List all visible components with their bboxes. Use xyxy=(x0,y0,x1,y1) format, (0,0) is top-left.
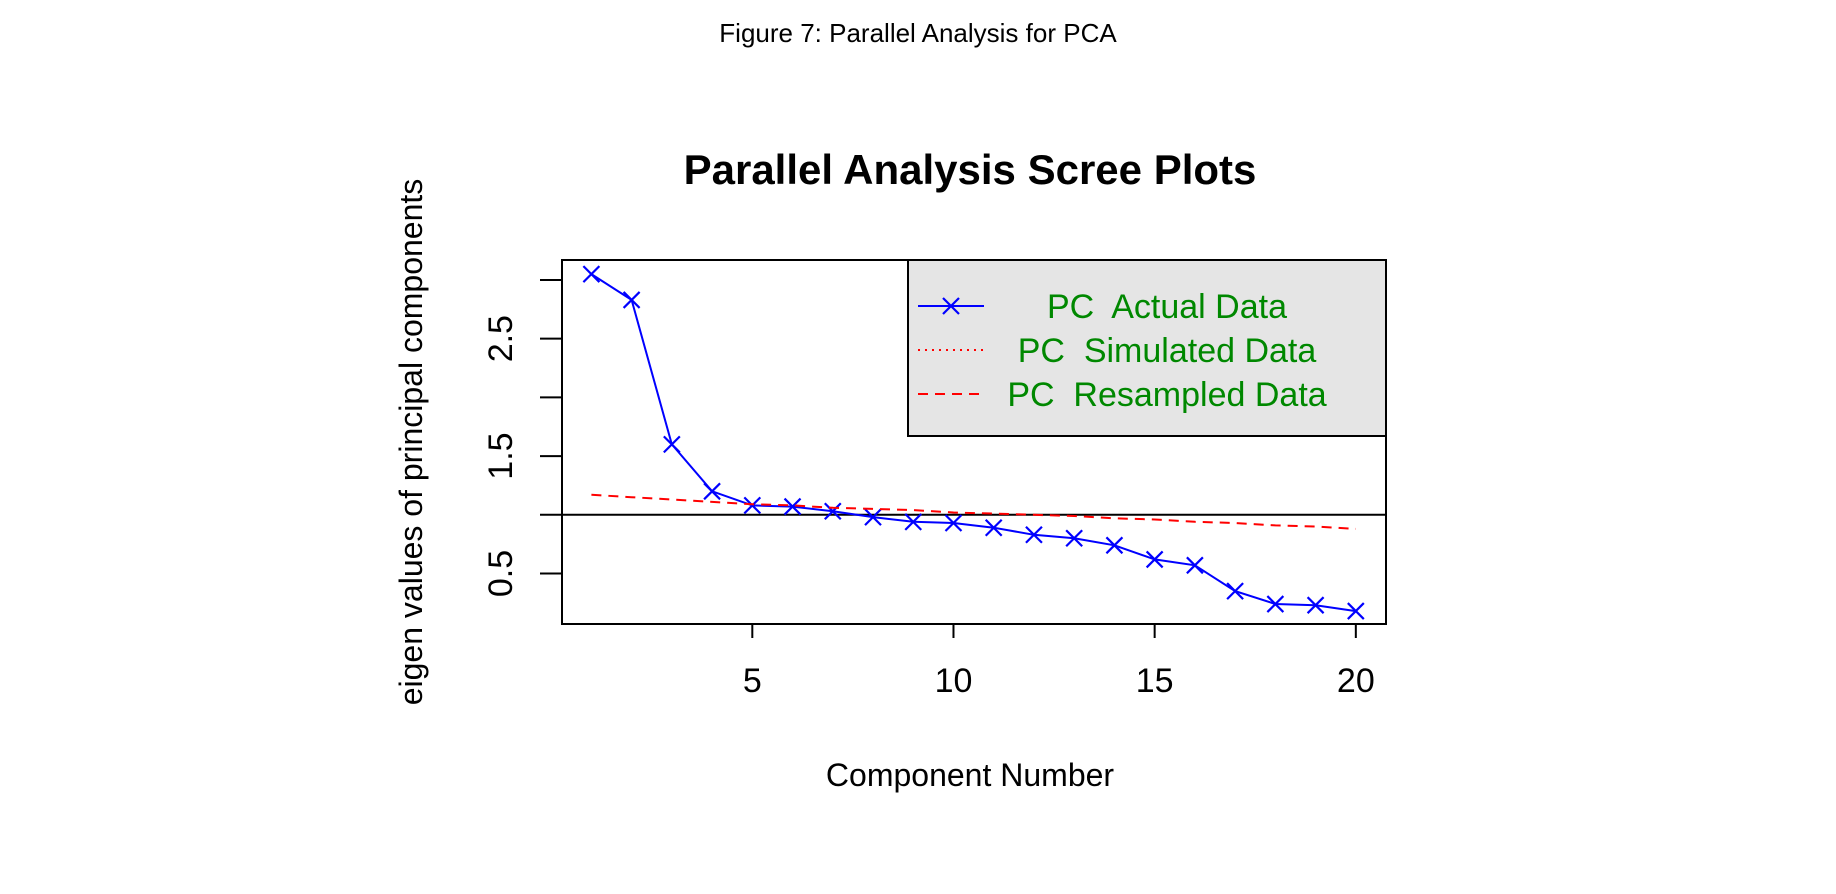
legend-marker xyxy=(942,297,960,315)
data-point-marker xyxy=(1347,602,1365,620)
data-point-marker xyxy=(783,497,802,516)
data-point-marker xyxy=(1226,582,1244,600)
legend-label-1: PC Actual Data xyxy=(1047,288,1287,326)
data-point-marker xyxy=(823,502,842,521)
data-point-marker xyxy=(663,435,681,454)
legend-label-3: PC Resampled Data xyxy=(1007,376,1326,414)
data-point-marker xyxy=(944,514,963,532)
data-point-marker xyxy=(1186,556,1204,575)
series-line-3 xyxy=(591,493,1356,530)
x-tick-label: 15 xyxy=(1136,662,1174,700)
x-tick-label: 10 xyxy=(935,662,973,700)
data-point-marker xyxy=(743,496,762,515)
data-point-marker xyxy=(1266,595,1285,613)
data-point-marker xyxy=(904,513,923,531)
data-point-marker xyxy=(1065,529,1083,548)
data-point-marker xyxy=(622,291,641,309)
figure-caption: Figure 7: Parallel Analysis for PCA xyxy=(719,18,1117,48)
legend-box xyxy=(907,259,1387,437)
data-point-marker xyxy=(864,508,882,526)
y-axis-label: eigen values of principal components xyxy=(393,179,429,706)
legend-label-2: PC Simulated Data xyxy=(1018,332,1317,370)
data-point-marker xyxy=(1145,550,1164,569)
data-point-marker xyxy=(582,265,601,283)
y-tick-label: 2.5 xyxy=(482,315,520,362)
chart-title: Parallel Analysis Scree Plots xyxy=(684,146,1257,193)
y-tick-label: 0.5 xyxy=(482,550,520,597)
y-tick-label: 1.5 xyxy=(482,432,520,479)
x-axis-label: Component Number xyxy=(826,757,1114,793)
data-point-marker xyxy=(703,482,721,501)
data-point-marker xyxy=(1306,596,1325,614)
data-point-marker xyxy=(1025,525,1043,544)
x-tick-label: 20 xyxy=(1337,662,1375,700)
x-tick-label: 5 xyxy=(743,662,762,700)
series-line-1 xyxy=(590,273,1356,613)
data-point-marker xyxy=(1105,536,1124,555)
data-point-marker xyxy=(984,518,1003,537)
plot-area: 5 10 15 20 0.5 1.5 2.5 PC Actual Data PC Simulat… xyxy=(482,259,1387,700)
